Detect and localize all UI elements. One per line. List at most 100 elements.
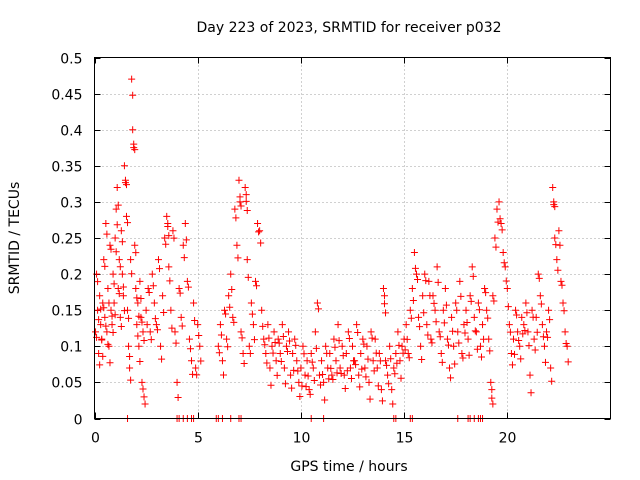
data-point bbox=[137, 295, 145, 303]
data-point bbox=[411, 264, 419, 272]
data-point bbox=[108, 321, 116, 329]
data-point bbox=[288, 384, 296, 392]
data-point bbox=[172, 339, 180, 347]
data-point bbox=[197, 357, 205, 365]
data-point bbox=[517, 355, 525, 363]
data-point bbox=[164, 220, 172, 228]
data-point bbox=[106, 241, 114, 249]
data-point bbox=[338, 342, 346, 350]
data-point bbox=[96, 292, 104, 300]
data-point bbox=[522, 299, 530, 307]
data-point bbox=[268, 342, 276, 350]
data-point bbox=[235, 176, 243, 184]
data-point bbox=[554, 266, 562, 274]
data-point bbox=[486, 347, 494, 355]
data-point bbox=[104, 285, 112, 293]
data-point bbox=[137, 313, 145, 321]
data-point bbox=[285, 328, 293, 336]
data-point bbox=[446, 364, 454, 372]
data-point bbox=[472, 328, 480, 336]
data-point bbox=[320, 378, 328, 386]
data-point bbox=[270, 328, 278, 336]
data-point bbox=[150, 299, 158, 307]
data-point bbox=[133, 294, 141, 302]
data-point bbox=[133, 321, 141, 329]
data-point bbox=[356, 383, 364, 391]
data-point bbox=[102, 220, 110, 228]
data-point bbox=[530, 335, 538, 343]
data-point bbox=[336, 364, 344, 372]
data-point bbox=[513, 311, 521, 319]
data-point bbox=[325, 375, 333, 383]
data-point bbox=[354, 328, 362, 336]
data-point bbox=[404, 350, 412, 358]
data-point bbox=[501, 263, 509, 271]
data-point bbox=[504, 303, 512, 311]
data-point bbox=[107, 306, 115, 314]
data-point bbox=[101, 313, 109, 321]
data-point bbox=[332, 357, 340, 365]
data-point bbox=[278, 321, 286, 329]
data-point bbox=[121, 176, 129, 184]
data-point bbox=[500, 259, 508, 267]
data-point bbox=[100, 256, 108, 264]
data-point bbox=[132, 249, 140, 257]
data-point bbox=[524, 328, 532, 336]
data-point bbox=[551, 234, 559, 242]
data-point bbox=[216, 321, 224, 329]
data-point bbox=[266, 364, 274, 372]
data-point bbox=[431, 306, 439, 314]
data-point bbox=[279, 332, 287, 340]
data-point bbox=[191, 316, 199, 324]
x-tick-label: 5 bbox=[194, 431, 203, 447]
data-point bbox=[406, 306, 414, 314]
data-point bbox=[114, 201, 122, 209]
data-point bbox=[112, 248, 120, 256]
data-point bbox=[437, 350, 445, 358]
data-point bbox=[327, 364, 335, 372]
data-point bbox=[95, 350, 103, 358]
data-point bbox=[464, 335, 472, 343]
data-point bbox=[231, 205, 239, 213]
data-point bbox=[195, 331, 203, 339]
data-point bbox=[109, 329, 117, 337]
data-point bbox=[412, 270, 420, 278]
data-point bbox=[165, 232, 173, 240]
data-point bbox=[250, 336, 258, 344]
data-point bbox=[153, 326, 161, 334]
data-point bbox=[387, 355, 395, 363]
data-point bbox=[272, 357, 280, 365]
data-point bbox=[448, 313, 456, 321]
data-point bbox=[509, 335, 517, 343]
data-point bbox=[346, 364, 354, 372]
data-point bbox=[536, 292, 544, 300]
data-point bbox=[282, 342, 290, 350]
data-point bbox=[463, 318, 471, 326]
data-point bbox=[361, 364, 369, 372]
data-point bbox=[458, 350, 466, 358]
data-point bbox=[129, 91, 137, 99]
data-point bbox=[177, 313, 185, 321]
x-tick-label: 15 bbox=[396, 431, 414, 447]
data-point bbox=[541, 358, 549, 366]
data-point bbox=[334, 321, 342, 329]
data-point bbox=[534, 270, 542, 278]
data-point bbox=[186, 345, 194, 353]
data-point bbox=[424, 331, 432, 339]
data-point bbox=[263, 359, 271, 367]
data-point bbox=[385, 380, 393, 388]
data-point bbox=[528, 306, 536, 314]
data-point bbox=[116, 263, 124, 271]
data-point bbox=[491, 234, 499, 242]
data-point bbox=[330, 335, 338, 343]
data-point bbox=[176, 289, 184, 297]
data-point bbox=[166, 277, 174, 285]
data-point bbox=[308, 358, 316, 366]
data-point bbox=[103, 328, 111, 336]
data-point bbox=[189, 370, 197, 378]
data-point bbox=[545, 306, 553, 314]
data-point bbox=[351, 357, 359, 365]
data-point bbox=[301, 371, 309, 379]
data-point bbox=[405, 354, 413, 362]
data-point bbox=[561, 328, 569, 336]
